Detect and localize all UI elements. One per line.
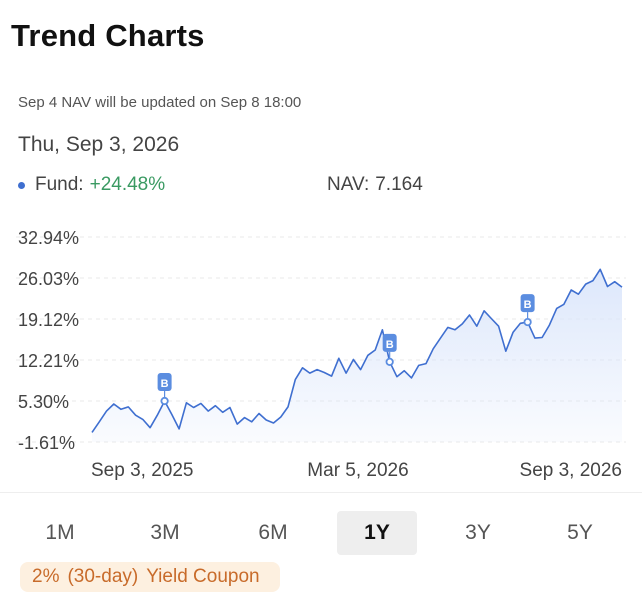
buy-marker-dot — [523, 317, 532, 327]
fund-tag: (30-day) — [67, 566, 139, 587]
x-tick-label: Sep 3, 2025 — [91, 460, 193, 481]
buy-marker-badge — [382, 333, 397, 352]
fund-legend-dot — [18, 181, 25, 189]
x-tick-label: Mar 5, 2026 — [307, 460, 408, 481]
series-area — [92, 269, 622, 442]
y-tick-label: 12.21% — [18, 351, 79, 371]
fund-tag: Yield Coupon — [146, 566, 260, 587]
y-tick-label: 26.03% — [18, 269, 79, 289]
nav-value: 7.164 — [375, 174, 423, 195]
nav-row: NAV: 7.164 — [327, 174, 423, 196]
fund-tags: 2% (30-day) Yield Coupon — [20, 562, 280, 592]
buy-marker-badge — [157, 373, 172, 391]
fund-return-value: +24.48% — [89, 174, 166, 195]
buy-marker-badge — [520, 294, 535, 313]
nav-update-notice: Sep 4 NAV will be updated on Sep 8 18:00 — [18, 94, 302, 111]
y-tick-label: 19.12% — [18, 310, 79, 330]
page-title: Trend Charts — [11, 18, 205, 53]
buy-marker-dot — [160, 396, 169, 406]
tab-5y[interactable]: 5Y — [567, 521, 593, 544]
tab-3m[interactable]: 3M — [150, 521, 180, 544]
fund-label: Fund: — [35, 174, 84, 195]
buy-marker-dot — [385, 357, 394, 366]
nav-label: NAV: — [327, 174, 370, 195]
tab-6m[interactable]: 6M — [258, 521, 288, 544]
selected-date: Thu, Sep 3, 2026 — [18, 133, 180, 156]
tab-1m[interactable]: 1M — [45, 521, 75, 544]
divider — [0, 492, 642, 493]
buy-marker-label: B — [386, 339, 394, 351]
y-tick-label: 32.94% — [18, 228, 79, 248]
fund-return-row: Fund: +24.48% — [18, 174, 165, 196]
tab-3y[interactable]: 3Y — [465, 521, 491, 544]
fund-tag: 2% — [32, 566, 60, 587]
period-tabs: 1M 3M 6M 1Y 3Y 5Y — [0, 511, 642, 555]
buy-marker-label: B — [524, 299, 532, 311]
y-tick-label: -1.61% — [18, 433, 75, 453]
trend-chart[interactable]: 32.94% 26.03% 19.12% 12.21% 5.30% -1.61% B B B Se… — [0, 220, 642, 485]
x-tick-label: Sep 3, 2026 — [520, 460, 622, 481]
tab-1y[interactable]: 1Y — [337, 511, 417, 555]
buy-marker-label: B — [161, 378, 169, 390]
y-tick-label: 5.30% — [18, 392, 69, 412]
series-line — [91, 268, 623, 433]
